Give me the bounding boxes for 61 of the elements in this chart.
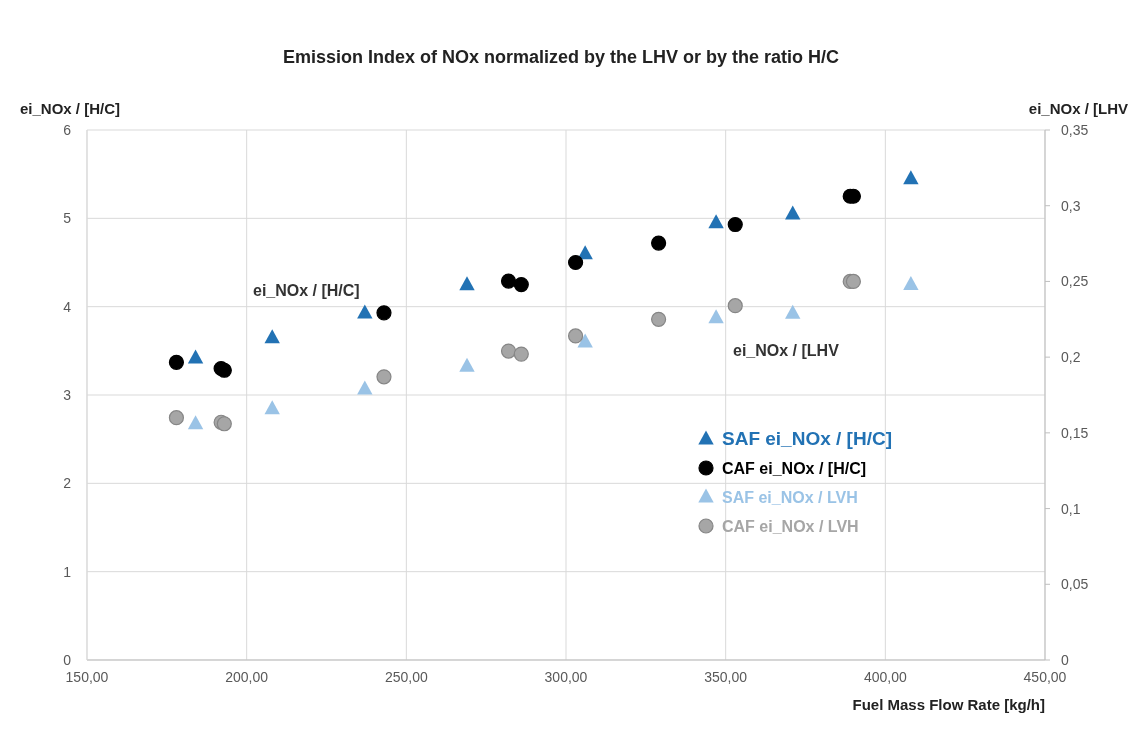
y-axis-title: ei_NOx / [H/C] <box>20 100 121 117</box>
x-tick-label: 300,00 <box>544 669 588 685</box>
legend-label: SAF ei_NOx / [H/C] <box>722 428 892 449</box>
point <box>513 346 529 362</box>
y-tick-label: 4 <box>63 298 72 315</box>
point <box>357 380 373 395</box>
point <box>567 254 584 271</box>
y2-tick-label: 0,15 <box>1061 424 1089 441</box>
point <box>785 304 801 319</box>
annotation: ei_NOx / [H/C] <box>253 282 360 299</box>
annotation: ei_NOx / [LHV <box>733 342 840 359</box>
point <box>187 415 204 430</box>
point <box>376 305 392 321</box>
point <box>500 343 517 359</box>
y-tick-label: 3 <box>63 387 72 403</box>
y2-axis-title: ei_NOx / [LHV <box>1028 100 1128 117</box>
y2-tick-label: 0,3 <box>1061 197 1081 214</box>
point <box>168 354 185 370</box>
point <box>903 170 919 185</box>
point <box>651 235 667 251</box>
x-tick-label: 200,00 <box>225 669 269 685</box>
y2-tick-label: 0,2 <box>1061 349 1081 366</box>
legend-label: CAF ei_NOx / [H/C] <box>722 460 867 477</box>
point <box>264 329 280 344</box>
point <box>727 298 743 314</box>
point <box>785 205 801 220</box>
point <box>459 357 475 372</box>
y-tick-label: 1 <box>63 563 72 580</box>
point <box>264 400 280 415</box>
y2-tick-label: 0,25 <box>1061 273 1089 290</box>
point <box>357 304 373 319</box>
x-tick-label: 400,00 <box>863 669 907 685</box>
point <box>577 333 593 348</box>
y2-tick-label: 0 <box>1061 652 1069 668</box>
point <box>513 276 529 293</box>
x-tick-label: 250,00 <box>384 669 428 685</box>
point <box>459 276 475 291</box>
y2-tick-label: 0,05 <box>1061 576 1089 593</box>
y-tick-label: 6 <box>63 122 72 138</box>
y2-tick-label: 0,1 <box>1061 500 1081 517</box>
x-tick-label: 150,00 <box>65 669 109 685</box>
legend-label: CAF ei_NOx / LVH <box>722 518 859 535</box>
point <box>651 311 667 327</box>
point <box>376 369 392 385</box>
y2-tick-label: 0,35 <box>1061 122 1089 138</box>
x-tick-label: 350,00 <box>704 669 748 685</box>
y-tick-label: 5 <box>63 210 72 227</box>
y-tick-label: 0 <box>63 652 72 668</box>
point <box>708 309 724 324</box>
point <box>708 214 724 229</box>
legend-label: SAF ei_NOx / LVH <box>722 489 858 506</box>
point <box>727 216 743 233</box>
point <box>500 273 517 289</box>
point <box>567 328 584 344</box>
chart-title: Emission Index of NOx normalized by the LHV or by the ratio H/C <box>282 47 840 67</box>
point <box>903 276 919 291</box>
point <box>168 410 185 426</box>
x-tick-label: 450,00 <box>1023 669 1067 685</box>
x-axis-title: Fuel Mass Flow Rate [kg/h] <box>852 696 1045 713</box>
y-tick-label: 2 <box>63 475 72 492</box>
point <box>187 349 204 364</box>
